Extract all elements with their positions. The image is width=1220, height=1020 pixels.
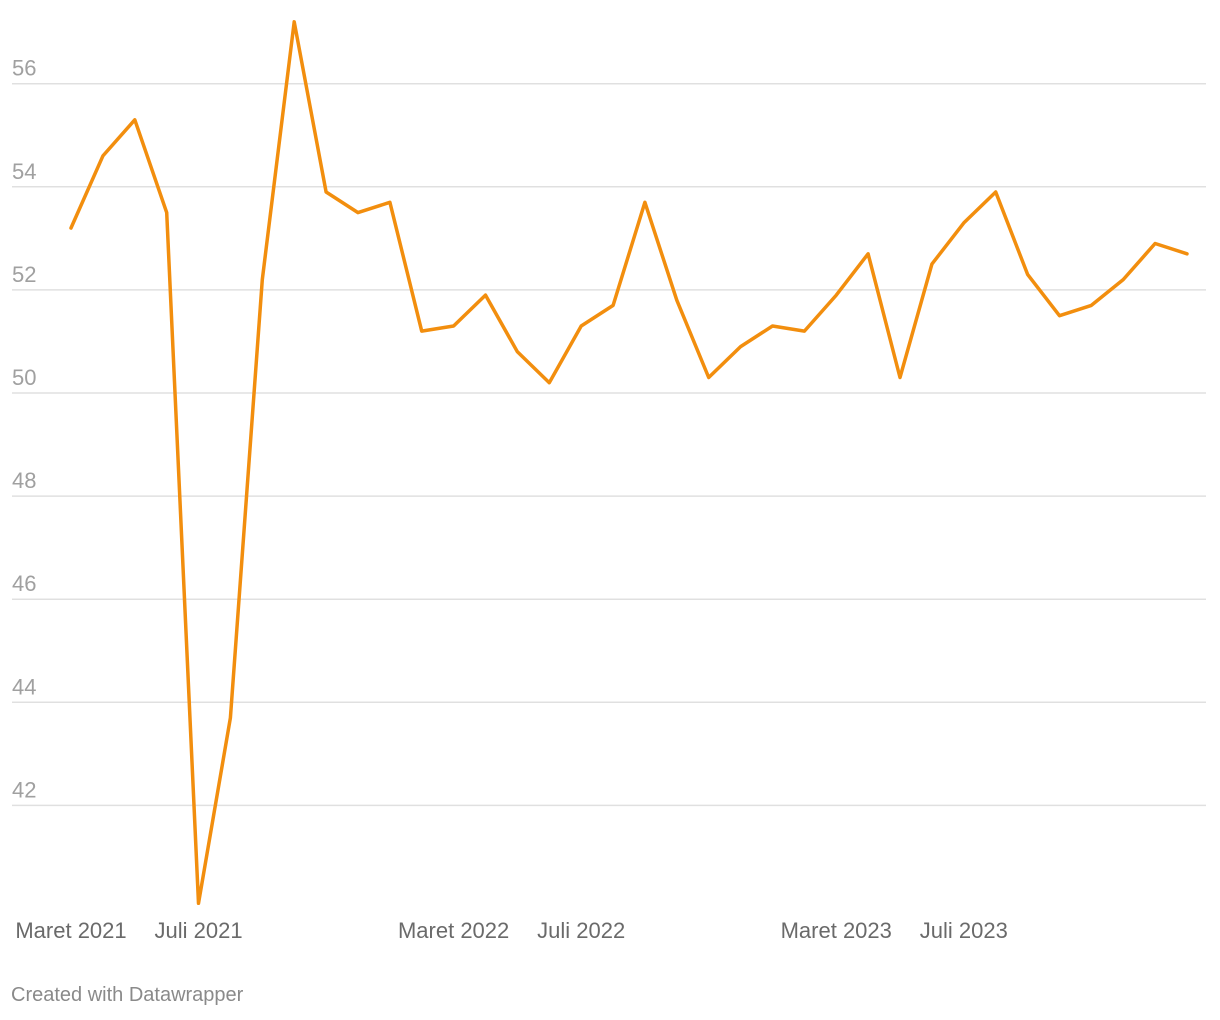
x-tick-label: Juli 2021 bbox=[155, 918, 243, 943]
x-tick-label: Maret 2021 bbox=[15, 918, 126, 943]
x-tick-label: Juli 2022 bbox=[537, 918, 625, 943]
y-gridlines bbox=[12, 82, 1206, 807]
series-line bbox=[69, 20, 1189, 906]
x-tick-label: Maret 2023 bbox=[781, 918, 892, 943]
y-tick-label: 56 bbox=[12, 56, 36, 81]
x-tick-label: Maret 2022 bbox=[398, 918, 509, 943]
y-tick-label: 44 bbox=[12, 674, 36, 699]
y-tick-label: 42 bbox=[12, 777, 36, 802]
datawrapper-credit[interactable]: Created with Datawrapper bbox=[11, 984, 244, 1006]
y-tick-label: 52 bbox=[12, 262, 36, 287]
y-tick-label: 54 bbox=[12, 159, 36, 184]
y-tick-label: 48 bbox=[12, 468, 36, 493]
series-layer bbox=[69, 20, 1189, 906]
y-axis-ticks: 42 44 46 48 50 52 54 56 bbox=[12, 56, 36, 803]
y-tick-label: 46 bbox=[12, 571, 36, 596]
x-axis-ticks: Maret 2021 Juli 2021 Maret 2022 Juli 2022 Ma… bbox=[15, 918, 1007, 943]
y-tick-label: 50 bbox=[12, 365, 36, 390]
x-tick-label: Juli 2023 bbox=[920, 918, 1008, 943]
